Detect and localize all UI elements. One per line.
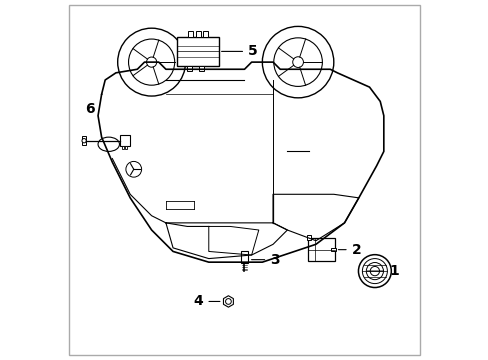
Ellipse shape [98, 137, 119, 152]
Circle shape [273, 38, 322, 86]
FancyBboxPatch shape [195, 31, 200, 37]
Circle shape [225, 298, 231, 304]
Circle shape [369, 266, 379, 276]
Circle shape [362, 258, 386, 284]
FancyBboxPatch shape [203, 31, 207, 37]
Polygon shape [223, 296, 233, 307]
Circle shape [128, 39, 174, 85]
FancyBboxPatch shape [177, 37, 218, 66]
Circle shape [366, 262, 383, 280]
FancyBboxPatch shape [188, 31, 193, 37]
Text: 2: 2 [338, 243, 361, 257]
Text: 6: 6 [85, 102, 95, 116]
FancyBboxPatch shape [307, 238, 334, 261]
Circle shape [292, 57, 303, 67]
Text: 1: 1 [366, 264, 398, 278]
FancyBboxPatch shape [331, 248, 335, 251]
Circle shape [262, 26, 333, 98]
Text: 5: 5 [221, 44, 257, 58]
Circle shape [118, 28, 185, 96]
FancyBboxPatch shape [82, 136, 86, 145]
Text: 3: 3 [251, 253, 279, 267]
Circle shape [82, 139, 86, 143]
FancyBboxPatch shape [120, 135, 130, 147]
Text: 4: 4 [193, 294, 220, 309]
FancyBboxPatch shape [199, 66, 203, 71]
Circle shape [146, 57, 156, 67]
FancyBboxPatch shape [186, 66, 191, 71]
FancyBboxPatch shape [122, 146, 124, 149]
FancyBboxPatch shape [241, 251, 247, 262]
Circle shape [125, 161, 142, 177]
FancyBboxPatch shape [306, 235, 311, 240]
FancyBboxPatch shape [125, 146, 127, 149]
Circle shape [358, 255, 390, 288]
